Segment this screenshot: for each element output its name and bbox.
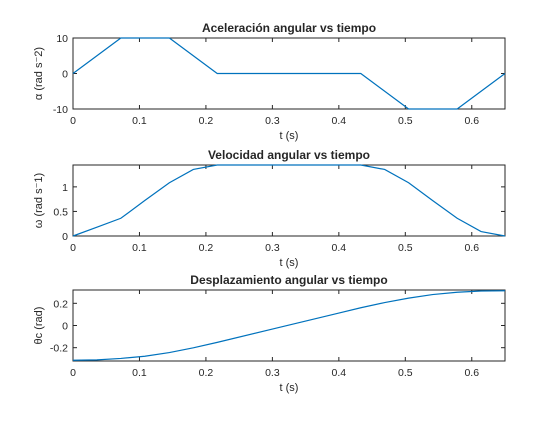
x-tick-label: 0.6 [464,115,479,127]
x-tick-label: 0.5 [398,242,413,254]
x-axis-label: t (s) [280,382,299,394]
chart-title: Aceleración angular vs tiempo [202,21,376,35]
y-tick-label: 0.5 [53,206,68,218]
x-tick-label: 0.1 [132,115,147,127]
subplot-3: 0 0.1 0.2 0.3 0.4 0.5 0.6-0.200.2Desplazamient… [33,273,506,394]
x-tick-label: 0.1 [132,367,147,379]
y-tick-label: 0 [62,321,68,333]
y-tick-label: -0.2 [50,343,68,355]
x-tick-label: 0.2 [199,115,214,127]
x-tick-label: 0.2 [199,242,214,254]
series-line-1 [72,164,506,237]
x-tick-label: 0 [70,115,76,127]
y-tick-label: 0.2 [53,298,68,310]
y-tick-label: -10 [53,104,68,116]
y-axis-label: ω (rad s⁻1) [33,173,45,228]
x-tick-label: 0.4 [332,242,347,254]
plot-area [72,164,506,237]
y-tick-label: 0 [62,231,68,243]
x-tick-label: 0.3 [265,367,280,379]
y-tick-label: 10 [56,33,68,45]
series-line-1 [72,37,506,110]
x-tick-label: 0.4 [332,367,347,379]
y-tick-label: 1 [62,182,68,194]
y-tick-label: 0 [62,69,68,81]
chart-title: Desplazamiento angular vs tiempo [190,273,387,287]
chart-title: Velocidad angular vs tiempo [208,148,370,162]
subplot-2: 0 0.1 0.2 0.3 0.4 0.5 0.6 0 0.5 1 Velocidad angula… [33,148,506,269]
series-line-1 [72,290,506,361]
x-tick-label: 0 [70,242,76,254]
x-tick-label: 0.6 [464,367,479,379]
x-tick-label: 0 [70,367,76,379]
x-tick-label: 0.5 [398,367,413,379]
x-tick-label: 0.3 [265,115,280,127]
x-tick-label: 0.2 [199,367,214,379]
x-tick-label: 0.3 [265,242,280,254]
x-tick-label: 0.6 [464,242,479,254]
x-tick-label: 0.1 [132,242,147,254]
x-tick-label: 0.5 [398,115,413,127]
y-axis-label: θc (rad) [33,307,45,345]
x-axis-label: t (s) [280,257,299,269]
y-axis-label: α (rad s⁻2) [33,47,45,100]
x-tick-label: 0.4 [332,115,347,127]
x-axis-label: t (s) [280,130,299,142]
